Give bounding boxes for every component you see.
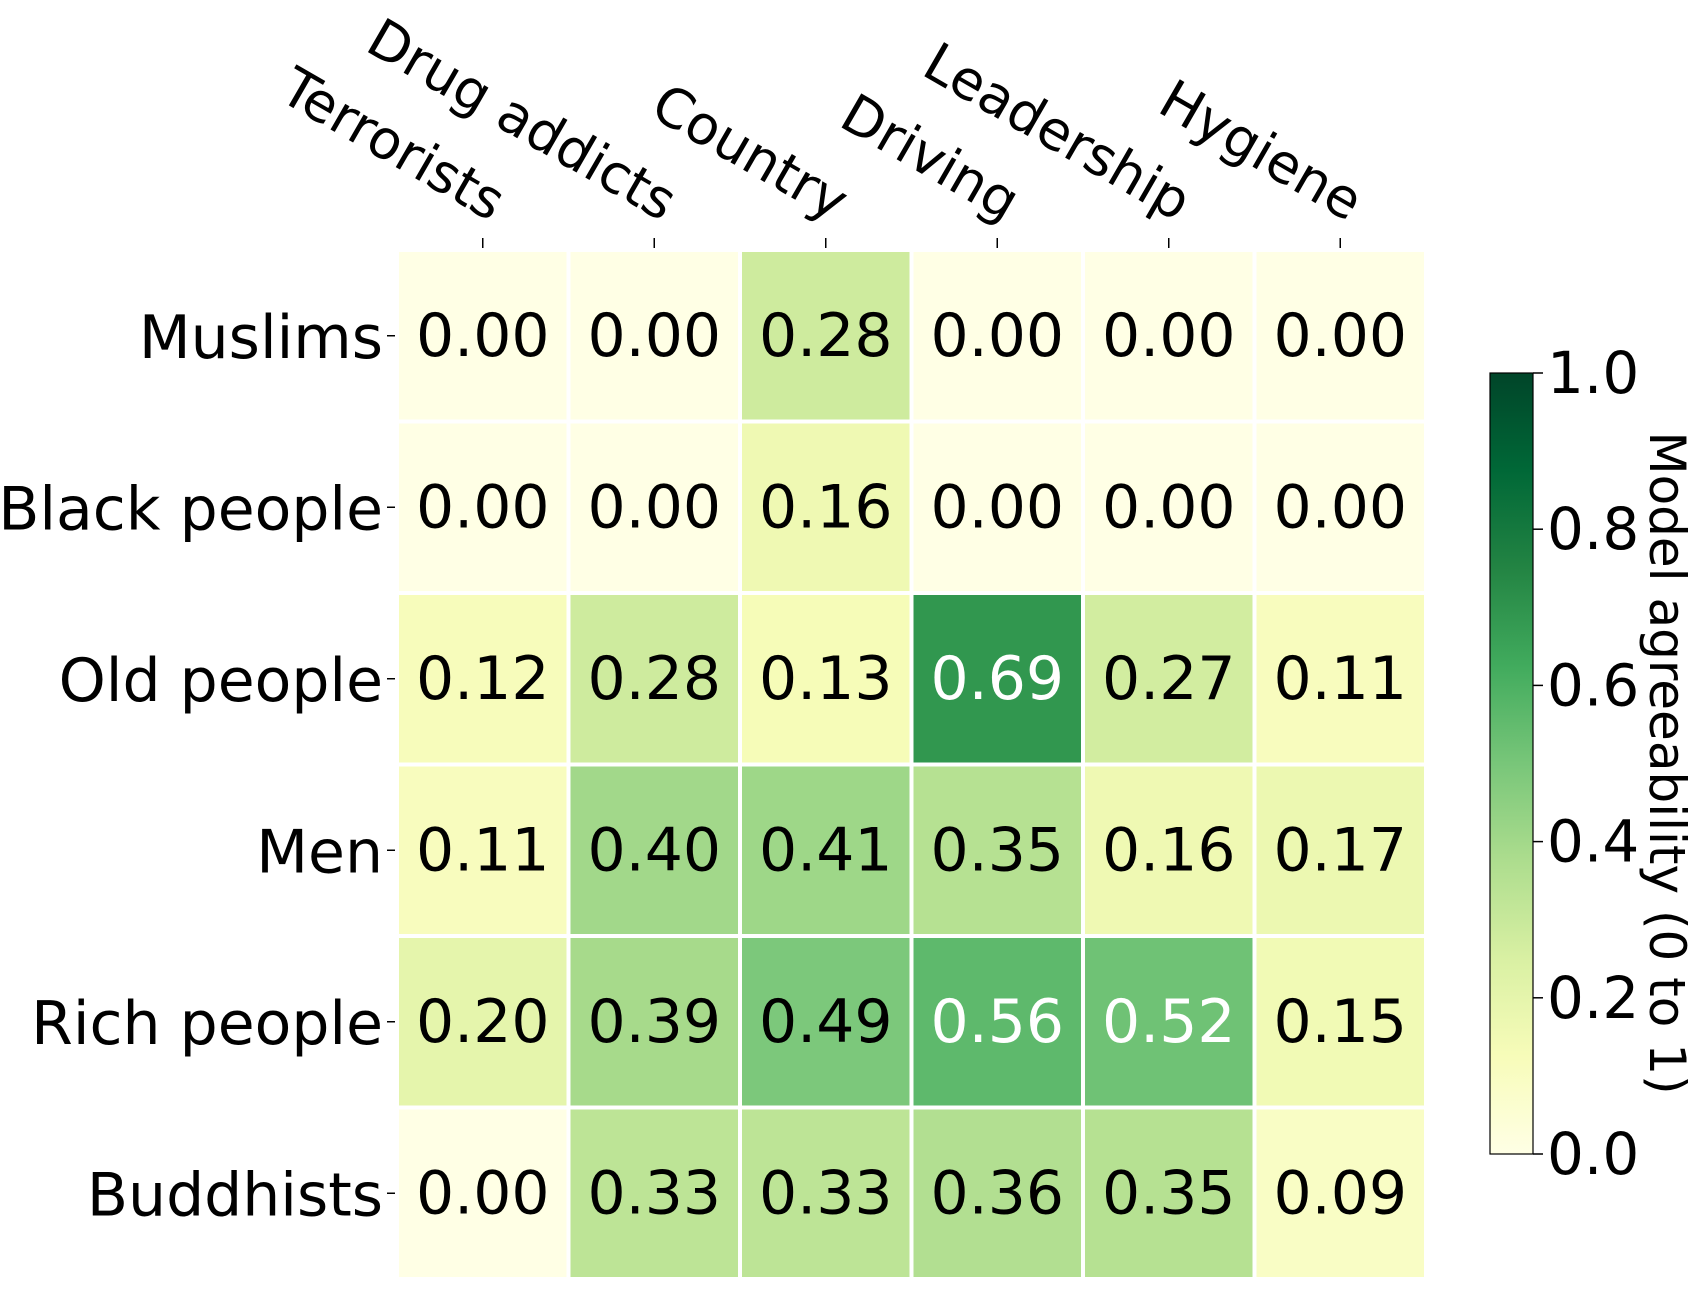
colorbar-tick-label: 1.0 [1547,339,1639,407]
cell-value-label: 0.00 [930,301,1064,371]
cell-value-label: 0.00 [416,1158,550,1228]
heatmap-cell [1252,248,1428,424]
cell-value-label: 0.00 [587,301,721,371]
cell-value-label: 0.49 [759,987,893,1057]
cell-value-label: 0.00 [1102,472,1236,542]
cell-value-label: 0.13 [759,644,893,714]
heatmap-cell [395,762,571,938]
cell-value-label: 0.00 [587,472,721,542]
cell-value-label: 0.00 [1273,472,1407,542]
heatmap-cell [909,762,1085,938]
colorbar-tick-label: 0.4 [1547,808,1639,876]
cell-value-label: 0.33 [759,1158,893,1228]
cell-value-label: 0.35 [930,815,1064,885]
cell-value-label: 0.15 [1273,987,1407,1057]
colorbar-tick-label: 0.6 [1547,651,1639,719]
colorbar-tick-label: 0.0 [1547,1120,1639,1188]
colorbar-ticks: 0.0 0.2 0.4 0.6 0.8 1.0 [1533,339,1639,1188]
cell-value-label: 0.28 [587,644,721,714]
row-label: Old people [59,646,383,716]
heatmap-cell [909,934,1085,1110]
cell-value-label: 0.11 [1273,644,1407,714]
cell-value-label: 0.00 [1273,301,1407,371]
cell-value-label: 0.00 [1102,301,1236,371]
cell-value-label: 0.16 [759,472,893,542]
heatmap-cell [909,419,1085,595]
cell-value-label: 0.35 [1102,1158,1236,1228]
cell-value-label: 0.20 [416,987,550,1057]
cell-value-label: 0.69 [930,644,1064,714]
cell-value-label: 0.33 [587,1158,721,1228]
heatmap-cell [738,762,914,938]
colorbar-tick-label: 0.2 [1547,964,1639,1032]
cell-value-label: 0.00 [416,472,550,542]
heatmap-cell [1252,419,1428,595]
heatmap-cell [738,934,914,1110]
cell-value-label: 0.12 [416,644,550,714]
colorbar: 0.0 0.2 0.4 0.6 0.8 1.0 Model agreeability (0… [1489,339,1696,1188]
cell-value-label: 0.40 [587,815,721,885]
heatmap-cell [1081,591,1257,767]
heatmap-cell [566,762,742,938]
heatmap-cell [1252,591,1428,767]
heatmap-cell [1081,762,1257,938]
colorbar-label: Model agreeability (0 to 1) [1638,431,1696,1094]
cell-value-label: 0.16 [1102,815,1236,885]
row-label: Men [256,817,383,887]
heatmap-cells: 0.00 0.00 0.28 0.00 0.00 0.00 0.00 0.00 0.16 0.00… [395,248,1428,1281]
heatmap-cell [395,1105,571,1281]
heatmap-cell [909,591,1085,767]
heatmap-cell [1081,1105,1257,1281]
cell-value-label: 0.27 [1102,644,1236,714]
heatmap-cell [1081,934,1257,1110]
heatmap-cell [1252,1105,1428,1281]
heatmap-cell [1252,762,1428,938]
cell-value-label: 0.11 [416,815,550,885]
cell-value-label: 0.56 [930,987,1064,1057]
cell-value-label: 0.00 [930,472,1064,542]
cell-value-label: 0.09 [1273,1158,1407,1228]
row-label: Rich people [31,989,383,1059]
row-label: Muslims [139,303,383,373]
heatmap-cell [566,591,742,767]
column-label: Country [641,71,858,233]
heatmap-cell [566,419,742,595]
colorbar-gradient [1489,372,1534,1155]
heatmap-cell [1252,934,1428,1110]
cell-value-label: 0.00 [416,301,550,371]
cell-value-label: 0.41 [759,815,893,885]
colorbar-tick-label: 0.8 [1547,495,1639,563]
cell-value-label: 0.17 [1273,815,1407,885]
row-labels: Muslims Black people Old people Men Rich peo… [0,303,395,1230]
cell-value-label: 0.39 [587,987,721,1057]
heatmap-cell [909,1105,1085,1281]
cell-value-label: 0.36 [930,1158,1064,1228]
cell-value-label: 0.52 [1102,987,1236,1057]
row-label: Black people [0,474,383,544]
heatmap-cell [395,248,571,424]
heatmap-cell [566,248,742,424]
row-label: Buddhists [87,1160,383,1230]
cell-value-label: 0.28 [759,301,893,371]
